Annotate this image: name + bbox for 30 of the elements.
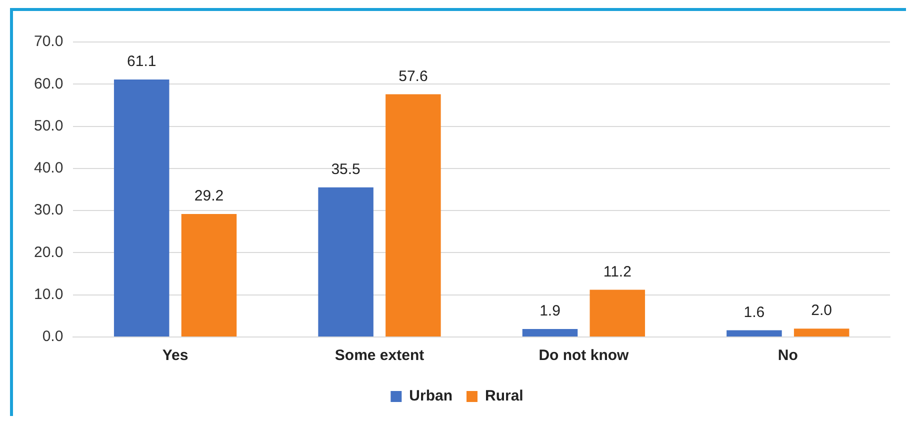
data-label: 61.1: [127, 53, 156, 70]
data-label: 2.0: [811, 302, 832, 320]
data-label: 1.9: [540, 302, 560, 320]
bar: [590, 290, 646, 336]
y-tick-label: 60.0: [34, 75, 64, 92]
x-tick-label: Yes: [162, 347, 188, 364]
legend-label: Urban: [409, 388, 453, 405]
data-label: 57.6: [398, 68, 428, 85]
x-tick-label: No: [778, 347, 798, 364]
y-tick-label: 20.0: [34, 244, 64, 261]
data-label: 1.6: [744, 304, 765, 321]
y-tick-label: 30.0: [34, 202, 64, 219]
x-tick-label: Do not know: [538, 347, 630, 364]
data-label: 35.5: [331, 161, 360, 178]
data-label: 11.2: [603, 263, 632, 280]
bar: [318, 187, 374, 336]
y-tick-label: 0.0: [42, 328, 64, 346]
bar: [726, 330, 782, 336]
bar: [114, 80, 170, 336]
x-tick-label: Some extent: [334, 347, 424, 364]
bar: [386, 94, 441, 336]
y-tick-label: 50.0: [34, 117, 64, 134]
data-label: 29.2: [194, 188, 224, 205]
y-tick-label: 10.0: [34, 286, 64, 303]
y-tick-label: 40.0: [34, 160, 64, 177]
bar: [522, 328, 578, 336]
legend-label: Rural: [485, 388, 524, 405]
bar: [794, 328, 850, 336]
bar: [181, 214, 237, 336]
y-tick-label: 70.0: [34, 33, 64, 50]
